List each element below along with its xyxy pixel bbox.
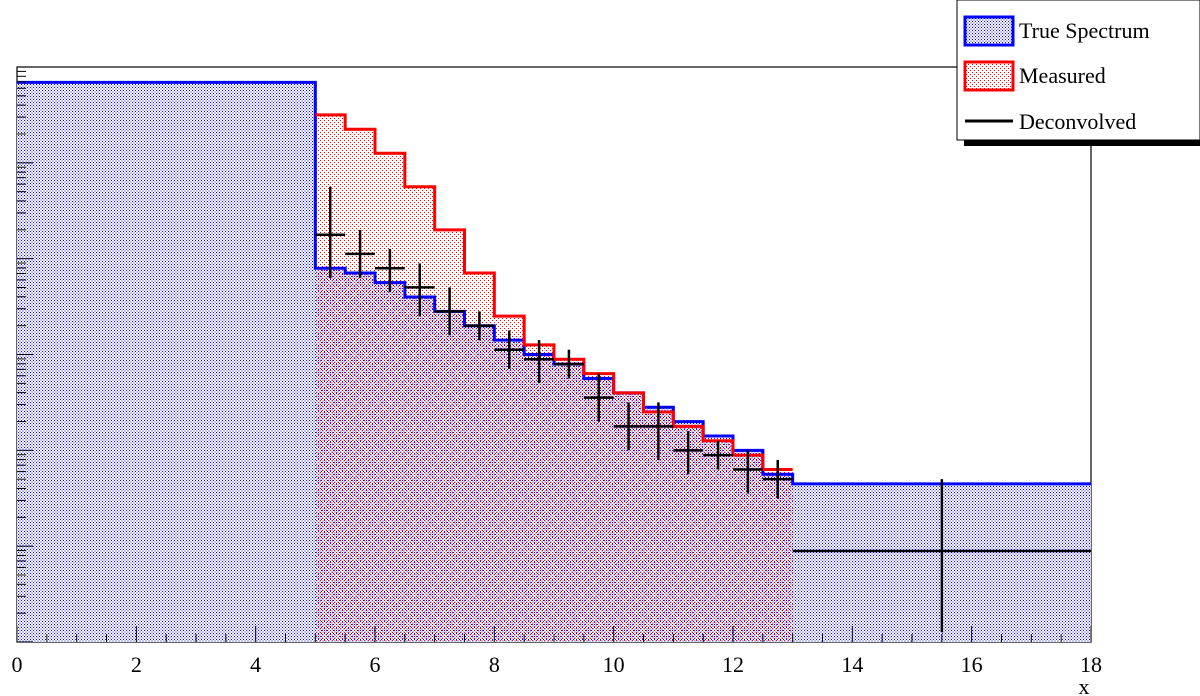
legend-true-spectrum-swatch (963, 15, 1015, 47)
deconvolved-point (494, 330, 525, 369)
deconvolved-point (554, 349, 584, 379)
legend-true-spectrum-label: True Spectrum (1019, 18, 1150, 43)
x-tick-label: 6 (370, 652, 381, 677)
deconvolved-point (583, 373, 614, 422)
deconvolved-point (375, 249, 405, 293)
deconvolved-point (762, 459, 793, 499)
deconvolved-point (673, 431, 704, 475)
deconvolved-point (613, 402, 644, 451)
deconvolved-point (703, 440, 733, 470)
axis-layer: 0 2 4 6 8 10 12 14 16 18 (12, 70, 1102, 677)
deconvolved-point (643, 402, 674, 460)
deconvolved-point (434, 287, 465, 336)
x-tick-label: 10 (603, 652, 625, 677)
deconvolved-point (524, 340, 554, 384)
legend-measured-label: Measured (1019, 63, 1106, 88)
deconvolved-point (464, 311, 495, 341)
legend-measured-swatch (963, 60, 1015, 92)
x-tick-label: 16 (961, 652, 983, 677)
deconvolved-point (792, 479, 1091, 633)
x-tick-label: 12 (722, 652, 744, 677)
x-axis-label: x (1079, 674, 1090, 696)
measured-outline (315, 113, 793, 471)
x-tick-label: 0 (12, 652, 23, 677)
deconvolved-point (404, 263, 435, 317)
series-layer (17, 80, 1091, 643)
x-tick-label: 18 (1080, 652, 1102, 677)
legend-deconvolved-label: Deconvolved (1019, 109, 1136, 134)
measured-fill (315, 114, 793, 642)
deconvolved-point (345, 229, 375, 278)
legend: True Spectrum Measured Deconvolved (956, 0, 1200, 146)
x-tick-label: 2 (131, 652, 142, 677)
deconvolved-point (315, 186, 346, 278)
x-tick-label: 4 (250, 652, 261, 677)
deconvolved-point (733, 450, 763, 494)
x-tick-label: 14 (841, 652, 863, 677)
x-tick-label: 8 (489, 652, 500, 677)
